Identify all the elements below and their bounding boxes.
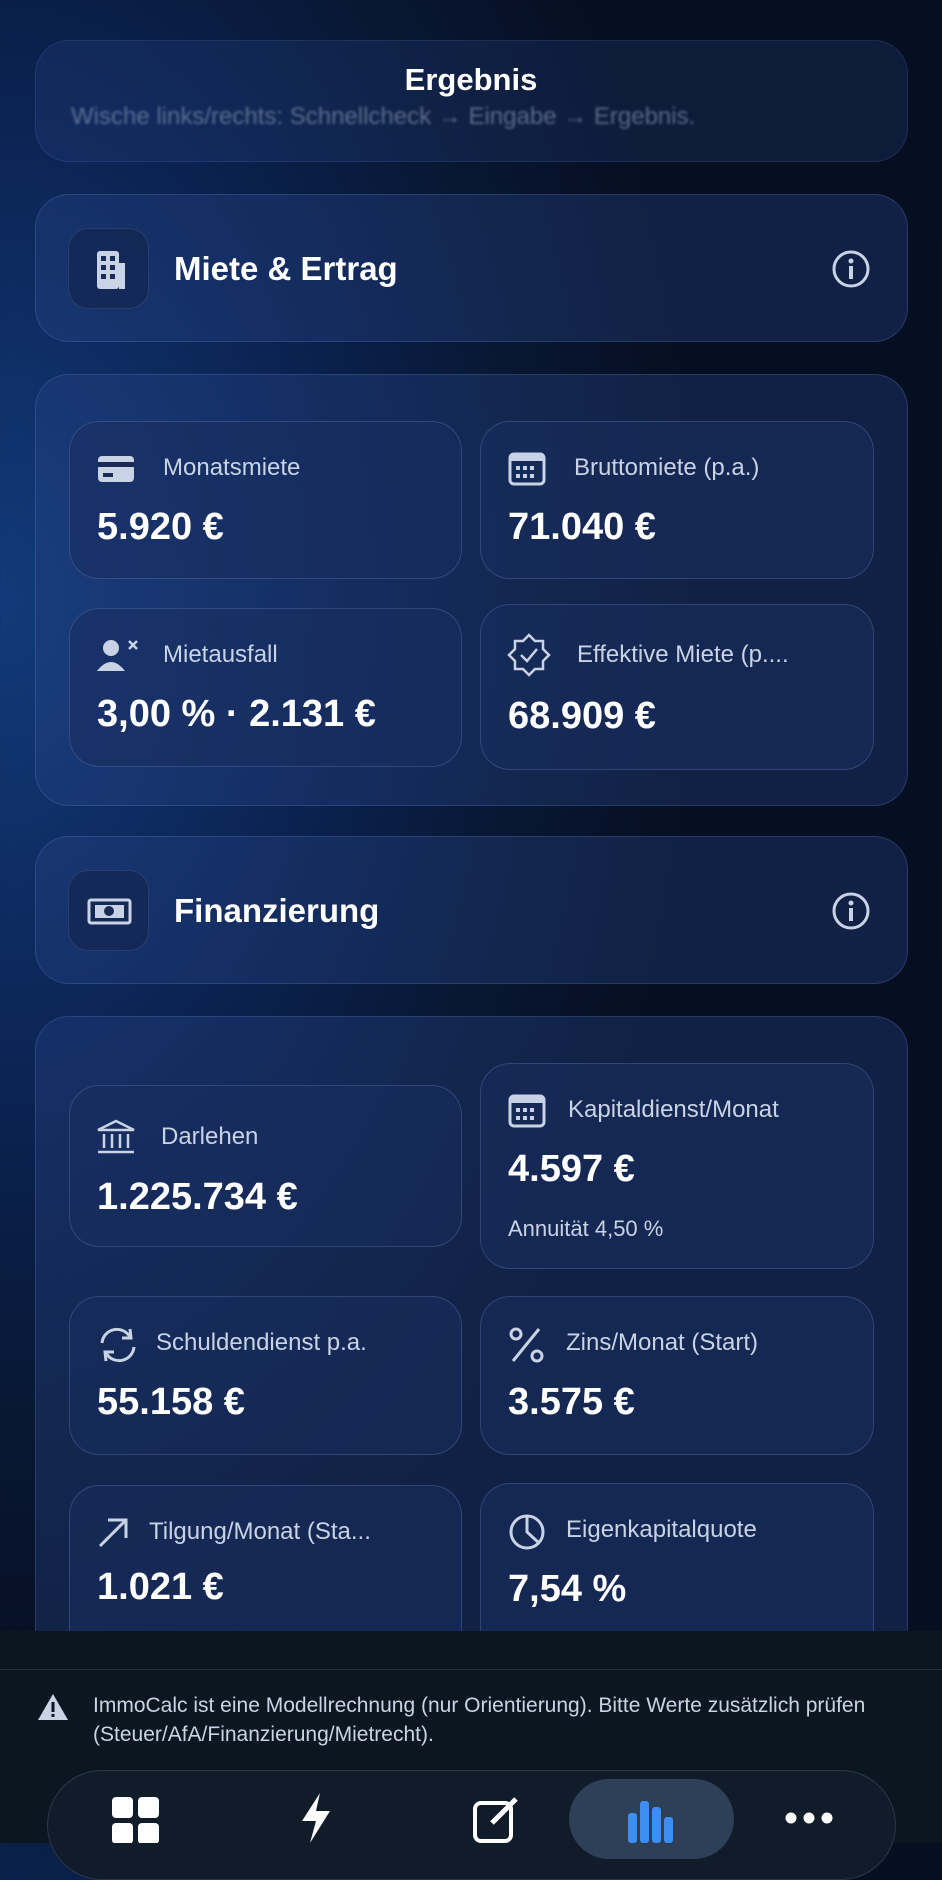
info-icon[interactable]: [830, 248, 872, 290]
section-header[interactable]: Miete & Ertrag: [35, 194, 908, 342]
icon: [509, 1514, 545, 1550]
icon: [87, 898, 132, 925]
label: Eigenkapitalquote: [566, 1516, 757, 1543]
value: 1.225.734 €: [97, 1176, 298, 1218]
tile: Darlehen 1.225.734 €: [69, 1085, 462, 1247]
sub-label: Annuität 4,50 %: [508, 1216, 664, 1241]
icon: [507, 633, 551, 677]
section-header[interactable]: Finanzierung: [35, 836, 908, 984]
icon: [508, 1094, 546, 1128]
icon: [509, 1327, 544, 1363]
nav-quickcheck[interactable]: [298, 1793, 334, 1843]
value: 1.021 €: [97, 1566, 224, 1608]
label: Darlehen: [161, 1123, 259, 1150]
label: Bruttomiete (p.a.): [574, 454, 760, 481]
icon-box: [68, 870, 149, 951]
icon: [100, 1327, 136, 1363]
tile: Zins/Monat (Start) 3.575 €: [480, 1296, 874, 1455]
tile: Mietausfall 3,00 % · 2.131 €: [69, 608, 462, 767]
footer: ImmoCalc ist eine Modellrechnung (nur Or…: [0, 1631, 942, 1880]
section-title: Miete & Ertrag: [174, 250, 398, 287]
value: 3,00 % · 2.131 €: [97, 693, 376, 735]
disclaimer: ImmoCalc ist eine Modellrechnung (nur Or…: [93, 1694, 866, 1746]
icon: [508, 452, 546, 486]
nav-more[interactable]: [784, 1811, 834, 1825]
hint: Wische links/rechts: Schnellcheck → Eing…: [71, 103, 696, 130]
section-title: Finanzierung: [174, 892, 380, 929]
nav-dashboard[interactable]: [112, 1797, 160, 1843]
value: 71.040 €: [508, 506, 656, 548]
value: 3.575 €: [508, 1381, 635, 1423]
value: 5.920 €: [97, 506, 224, 548]
icon: [97, 251, 125, 289]
value: 55.158 €: [97, 1381, 245, 1423]
nav-input[interactable]: [472, 1795, 522, 1843]
tile: Eigenkapitalquote 7,54 %: [480, 1483, 874, 1631]
divider: [0, 1669, 942, 1670]
label: Effektive Miete (p....: [577, 641, 789, 668]
icon: [97, 640, 138, 671]
scroll-area: Wische links/rechts: Schnellcheck → Eing…: [35, 40, 908, 1631]
tile: Bruttomiete (p.a.) 71.040 €: [480, 421, 874, 579]
label: Mietausfall: [163, 641, 278, 668]
hint-card: Wische links/rechts: Schnellcheck → Eing…: [35, 40, 908, 162]
info-icon[interactable]: [830, 890, 872, 932]
tile: Kapitaldienst/Monat 4.597 € Annuität 4,50 …: [480, 1063, 874, 1269]
label: Zins/Monat (Start): [566, 1329, 759, 1356]
label: Schuldendienst p.a.: [156, 1329, 367, 1356]
value: 4.597 €: [508, 1148, 635, 1190]
warning-icon: [38, 1694, 68, 1720]
value: 68.909 €: [508, 695, 656, 737]
value: 7,54 %: [508, 1568, 627, 1610]
tile: Schuldendienst p.a. 55.158 €: [69, 1296, 462, 1455]
tile: Tilgung/Monat (Sta... 1.021 €: [69, 1485, 462, 1631]
icon: [98, 1518, 128, 1548]
nav-result[interactable]: [626, 1797, 678, 1843]
label: Tilgung/Monat (Sta...: [149, 1518, 371, 1545]
tile: Monatsmiete 5.920 €: [69, 421, 462, 579]
header-title: Ergebnis: [404, 62, 538, 97]
tile: Effektive Miete (p.... 68.909 €: [480, 604, 874, 770]
icon-box: [68, 228, 149, 309]
label: Kapitaldienst/Monat: [568, 1096, 779, 1123]
label: Monatsmiete: [163, 454, 301, 481]
icon: [98, 456, 134, 482]
icon: [97, 1119, 135, 1154]
